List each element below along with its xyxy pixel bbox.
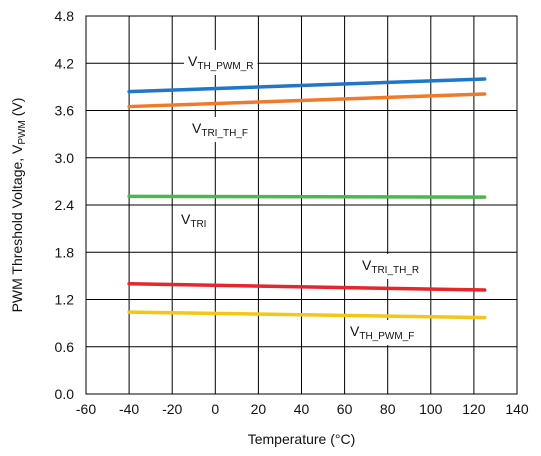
series-label-v-tri-th-r: VTRI_TH_R — [358, 254, 424, 279]
x-tick-label: 100 — [419, 401, 443, 417]
y-axis-title-sub: PWM — [17, 120, 28, 144]
y-tick-label: 2.4 — [55, 197, 75, 213]
svg-text:VTRI: VTRI — [181, 211, 206, 230]
svg-text:VTRI_TH_R: VTRI_TH_R — [362, 257, 419, 276]
x-tick-label: 40 — [294, 401, 310, 417]
series-line-v-tri-th-r — [127, 282, 487, 292]
x-tick-label: -60 — [76, 401, 96, 417]
series-line-v-th-pwm-f — [127, 310, 487, 320]
x-tick-label: 80 — [380, 401, 396, 417]
svg-text:VTH_PWM_R: VTH_PWM_R — [188, 53, 253, 72]
series-label-bg — [184, 50, 258, 75]
series-layer — [127, 77, 487, 320]
svg-text:VTRI_TH_F: VTRI_TH_F — [192, 120, 248, 139]
y-tick-label: 1.2 — [55, 292, 75, 308]
x-tick-label: -20 — [162, 401, 182, 417]
y-tick-label: 0.0 — [55, 386, 75, 402]
y-tick-label: 4.2 — [55, 55, 75, 71]
series-label-bg — [177, 208, 211, 233]
series-labels: VTH_PWM_R VTRI_TH_F VTRI VTRI_TH_R VTH_PWM_F — [177, 50, 424, 345]
x-axis-title: Temperature (°C) — [248, 431, 356, 447]
x-tick-label: 0 — [211, 401, 219, 417]
series-line-v-tri — [127, 194, 487, 199]
y-tick-label: 4.8 — [55, 8, 75, 24]
series-label-v-th-pwm-r: VTH_PWM_R — [184, 50, 258, 75]
svg-text:VTH_PWM_F: VTH_PWM_F — [350, 323, 414, 342]
y-axis-title-unit: (V) — [9, 98, 25, 121]
series-line-v-th-pwm-r — [127, 77, 487, 94]
x-tick-label: 60 — [337, 401, 353, 417]
series-label-bg — [358, 254, 424, 279]
x-tick-label: 140 — [505, 401, 529, 417]
series-label-v-th-pwm-f: VTH_PWM_F — [346, 320, 419, 345]
series-label-v-tri-th-f: VTRI_TH_F — [188, 117, 253, 142]
x-tick-label: 120 — [462, 401, 486, 417]
series-label-bg — [346, 320, 419, 345]
y-tick-labels: 0.0 0.6 1.2 1.8 2.4 3.0 3.6 4.2 4.8 — [55, 8, 75, 402]
series-label-bg — [188, 117, 253, 142]
y-tick-label: 3.0 — [55, 150, 75, 166]
x-tick-label: 20 — [251, 401, 267, 417]
y-tick-label: 3.6 — [55, 103, 75, 119]
series-label-v-tri: VTRI — [177, 208, 211, 233]
x-tick-labels: -60 -40 -20 0 20 40 60 80 100 120 140 — [76, 401, 529, 417]
y-tick-label: 0.6 — [55, 339, 75, 355]
series-line-v-tri-th-f — [127, 92, 487, 109]
plot-frame — [85, 15, 518, 395]
grid — [85, 15, 518, 395]
y-axis-title-main: PWM Threshold Voltage, V — [9, 144, 25, 312]
y-tick-label: 1.8 — [55, 244, 75, 260]
y-axis-title: PWM Threshold Voltage, VPWM (V) — [9, 98, 28, 313]
x-tick-label: -40 — [119, 401, 139, 417]
